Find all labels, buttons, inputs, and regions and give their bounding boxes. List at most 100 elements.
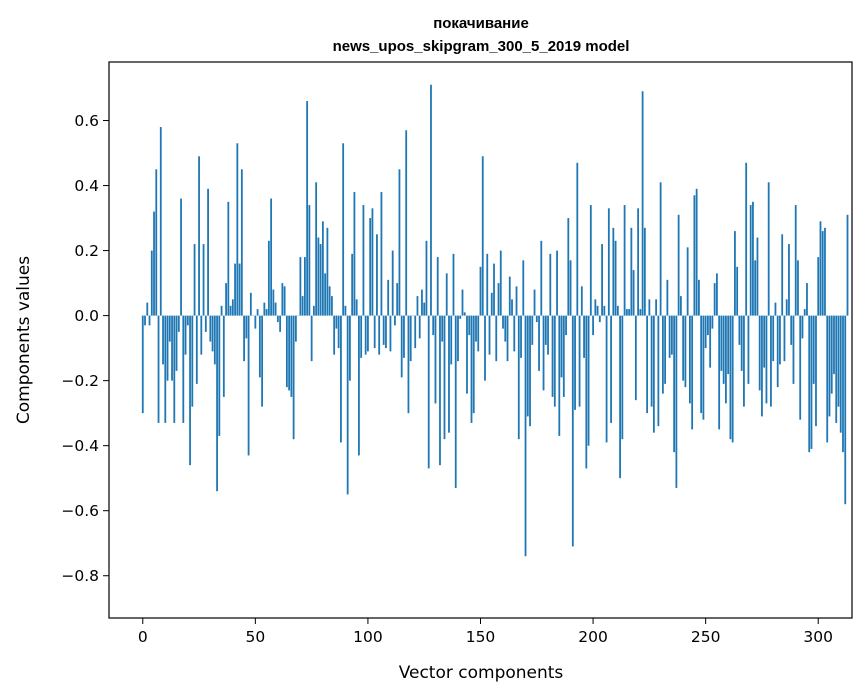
bar [495,315,498,362]
bar [189,315,191,466]
bar [756,237,759,316]
bar [675,315,678,488]
x-tick-label: 250 [691,628,721,646]
y-axis-ticks: −0.8 −0.6 −0.4 −0.2 0.0 0.2 0.4 0.6 [61,112,109,585]
bar [522,260,525,316]
bar [761,315,763,417]
bar [648,299,651,316]
bar [531,315,534,345]
bar [673,315,676,453]
bar [407,315,410,414]
bar [513,315,516,352]
bar [619,315,621,479]
bar [290,315,293,397]
bar [173,315,176,423]
bar [844,315,847,505]
bar [614,240,617,316]
bar [788,244,790,316]
bar [355,299,358,316]
bar [646,315,649,414]
bar [193,244,196,316]
bar [441,315,444,342]
bar [657,315,660,427]
bar [245,315,248,339]
y-tick-label: 0.2 [74,242,99,260]
bar [502,315,504,329]
bar [294,315,297,342]
bar [603,305,606,316]
bar [779,315,781,365]
bar [312,305,315,316]
bar [240,169,243,316]
bar [317,237,320,316]
bar [535,315,538,323]
bar [195,315,198,384]
bar [292,315,295,440]
bar [238,263,241,316]
bar [279,315,282,332]
bar [288,315,291,391]
bar [729,315,732,440]
bar [481,156,484,316]
bar [790,315,793,345]
bar [688,315,691,404]
bar [488,315,491,355]
bar [727,315,730,375]
bar [249,292,252,316]
bar [360,315,363,358]
bar [556,250,558,316]
bar [159,127,162,316]
bar [583,315,585,358]
bar [632,270,635,316]
y-tick-label: 0.4 [74,177,99,195]
bar [168,315,171,342]
bar [319,244,322,316]
bar [740,315,743,371]
bar [493,263,495,316]
bar [459,315,462,319]
bar [186,315,189,326]
bar [191,315,194,407]
bar [661,315,664,394]
bar [236,143,239,316]
bar [504,315,507,342]
bar [677,214,680,316]
bar [376,234,378,316]
bar [576,162,579,316]
chart-title-line-2: news_upos_skipgram_300_5_2019 model [333,38,630,55]
bar [704,315,707,349]
bar [150,250,153,316]
bar [254,315,257,329]
bar [781,234,784,316]
bar [391,250,394,316]
bar [833,315,835,375]
bar [558,315,561,436]
bar [765,315,768,404]
bar [835,315,838,423]
bar [693,195,696,316]
bar [427,315,430,469]
bar [315,182,318,316]
bar [225,283,227,316]
bar [544,315,547,345]
bar [353,192,356,316]
bar [457,315,459,362]
bar [285,315,288,388]
bar [767,182,770,316]
bar [585,315,588,469]
bar [565,315,567,336]
bar [722,315,725,384]
bar [587,315,590,446]
bar [202,244,205,316]
bar [758,315,761,391]
bar [272,289,275,316]
bar [414,315,417,349]
bar [736,266,739,316]
plot-area-frame [108,61,853,619]
bar [797,260,799,316]
x-tick-label: 0 [138,628,148,646]
bar [497,283,500,316]
bar [553,315,556,407]
bar [734,231,736,316]
